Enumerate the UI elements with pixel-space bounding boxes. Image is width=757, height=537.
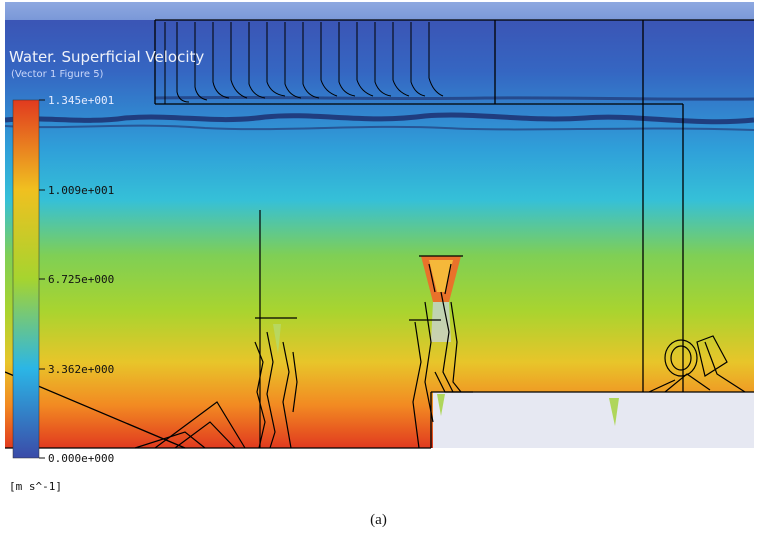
upper-surface-line <box>154 95 754 101</box>
step-region <box>433 392 754 448</box>
geometry-outline <box>5 19 754 449</box>
baffle-middle <box>409 255 473 449</box>
jet-left <box>273 324 281 354</box>
jet-step <box>437 394 445 416</box>
tick-label-3: 6.725e+000 <box>48 273 114 286</box>
step-region-lower <box>433 448 754 510</box>
tick-label-max: 1.345e+001 <box>48 94 114 107</box>
color-scale-bar <box>12 99 40 459</box>
figure-caption: (a) <box>370 512 387 528</box>
velocity-contour-figure: Water. Superficial Velocity (Vector 1 Fi… <box>5 2 754 510</box>
velocity-field <box>5 20 754 448</box>
free-surface-line-2 <box>5 124 754 131</box>
tick-label-4: 3.362e+000 <box>48 363 114 376</box>
units-label: [m s^-1] <box>9 480 62 493</box>
baffle-left <box>134 210 298 449</box>
free-surface-line <box>5 112 754 125</box>
jet-step-right <box>609 398 619 426</box>
fan-structure <box>648 335 746 393</box>
legend-subtitle: (Vector 1 Figure 5) <box>11 69 104 80</box>
color-scale-ticks <box>39 99 45 459</box>
jet-middle-lower <box>431 302 451 342</box>
top-band <box>5 2 754 20</box>
tick-label-min: 0.000e+000 <box>48 452 114 465</box>
inflow-vectors <box>164 22 444 104</box>
legend-title: Water. Superficial Velocity <box>9 48 204 66</box>
tick-label-2: 1.009e+001 <box>48 184 114 197</box>
